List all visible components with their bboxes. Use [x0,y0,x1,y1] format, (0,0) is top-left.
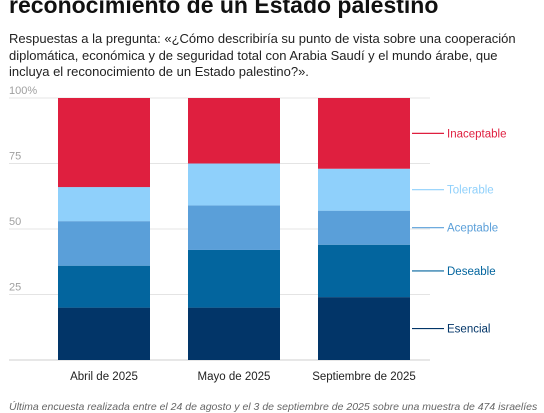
bar-segments [58,98,410,360]
y-tick-label: 75 [9,151,21,163]
bar-segment-aceptable [318,210,410,245]
bar-segment-inaceptable [318,98,410,169]
x-tick-label: Mayo de 2025 [198,371,271,383]
bar-segment-tolerable [188,163,280,206]
bar-segment-aceptable [58,221,150,266]
bar-segment-tolerable [318,168,410,211]
chart-title: reconocimiento de un Estado palestino [9,0,439,18]
bar-segment-deseable [318,244,410,298]
y-tick-label: 100% [9,85,37,97]
bar-segment-deseable [188,249,280,308]
footnote: Última encuesta realizada entre el 24 de… [9,401,538,413]
bar-segment-inaceptable [188,98,280,164]
legend-label-aceptable: Aceptable [447,223,498,235]
legend: Esencial Deseable Aceptable Tolerable Inacep… [412,128,506,336]
legend-label-inaceptable: Inaceptable [447,128,506,140]
legend-label-deseable: Deseable [447,266,496,278]
chart-subtitle: Respuestas a la pregunta: «¿Cómo describ… [9,31,516,79]
bar-segment-tolerable [58,187,150,222]
x-tick-label: Abril de 2025 [70,371,138,383]
legend-label-esencial: Esencial [447,324,490,336]
bar-segment-inaceptable [58,98,150,188]
bar-segment-aceptable [188,205,280,250]
y-tick-label: 50 [9,216,21,228]
y-tick-label: 25 [9,282,21,294]
x-tick-label: Septiembre de 2025 [312,371,416,383]
bar-segment-esencial [318,297,410,360]
bar-segment-deseable [58,265,150,308]
axis-labels: Abril de 2025 Mayo de 2025 Septiembre de 2… [70,371,416,383]
bar-segment-esencial [58,307,150,360]
bar-segment-esencial [188,307,280,360]
legend-label-tolerable: Tolerable [447,185,494,197]
